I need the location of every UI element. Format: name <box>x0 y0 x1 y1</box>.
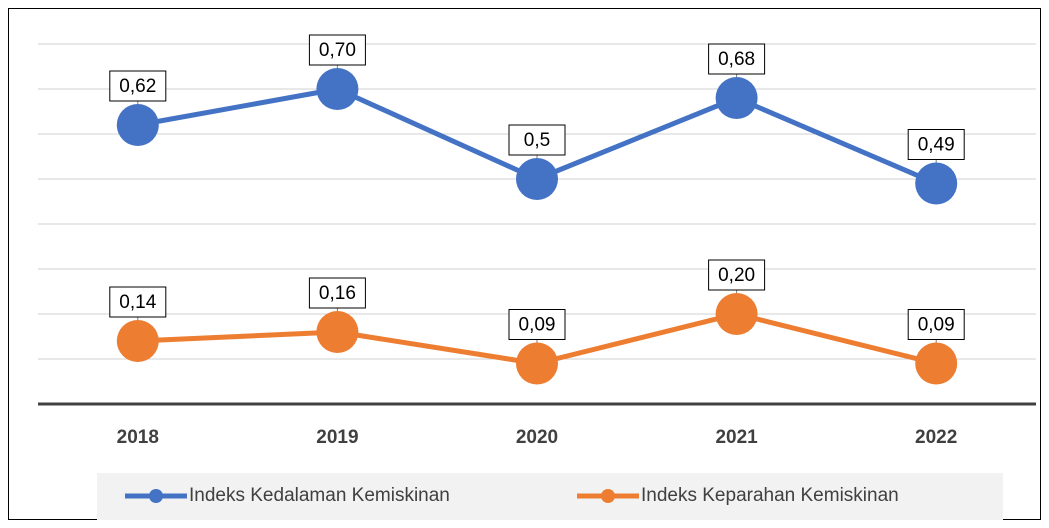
legend-label: Indeks Kedalaman Kemiskinan <box>189 485 450 506</box>
data-label: 0,62 <box>119 76 156 97</box>
data-label: 0,14 <box>119 292 156 313</box>
data-label-box <box>109 70 167 102</box>
marker <box>316 311 359 353</box>
data-label-box <box>708 43 766 75</box>
data-label: 0,5 <box>524 130 550 151</box>
x-tick-label: 2018 <box>117 427 159 448</box>
data-label: 0,16 <box>319 283 356 304</box>
x-tick-label: 2020 <box>516 427 558 448</box>
marker <box>116 320 159 362</box>
data-label-box <box>308 34 366 66</box>
data-label: 0,68 <box>718 49 755 70</box>
data-label-box <box>907 309 965 340</box>
marker <box>316 68 359 110</box>
data-label-box <box>508 124 566 156</box>
marker <box>715 77 758 119</box>
data-label: 0,70 <box>319 40 356 61</box>
legend-label: Indeks Keparahan Kemiskinan <box>641 485 899 506</box>
marker <box>116 104 159 146</box>
data-label-box <box>907 129 965 160</box>
data-label-box <box>508 309 566 340</box>
legend-box <box>97 473 1003 520</box>
marker <box>516 158 558 200</box>
data-label-box <box>109 286 167 318</box>
marker <box>715 293 758 335</box>
data-label: 0,09 <box>519 315 556 336</box>
legend-marker <box>601 489 615 503</box>
data-label-box <box>308 277 366 309</box>
x-tick-label: 2021 <box>715 427 758 448</box>
marker <box>915 162 958 205</box>
legend-marker <box>149 489 163 503</box>
marker <box>915 342 958 385</box>
chart-border <box>8 8 1041 520</box>
data-label: 0,20 <box>718 265 755 286</box>
x-tick-label: 2019 <box>316 427 358 448</box>
data-label: 0,09 <box>918 315 955 336</box>
data-label-box <box>708 259 766 291</box>
data-label: 0,49 <box>918 135 955 156</box>
marker <box>516 342 558 385</box>
x-tick-label: 2022 <box>915 427 957 448</box>
